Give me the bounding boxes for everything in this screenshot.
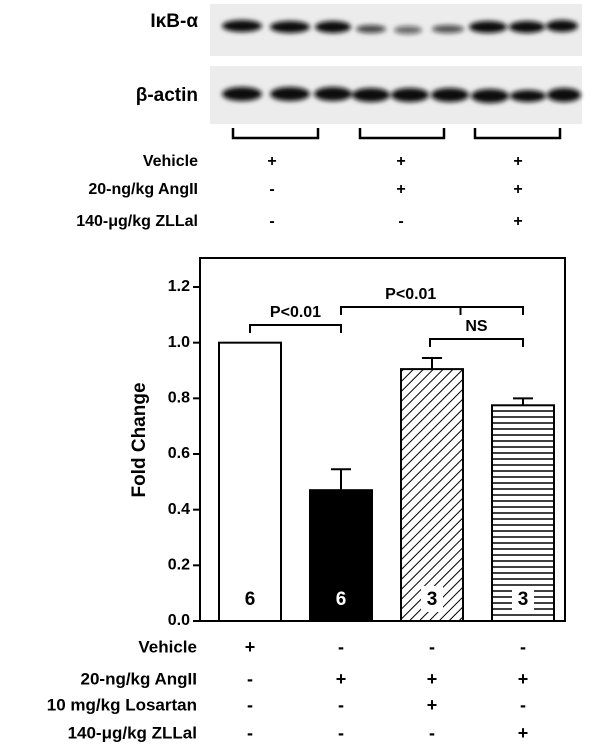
n-label-bg [512, 586, 534, 612]
bar [309, 489, 373, 622]
condition-value: - [429, 637, 435, 657]
condition-value: - [338, 695, 344, 715]
blot [210, 4, 582, 140]
n-label: 6 [336, 589, 347, 610]
condition-value: - [338, 637, 344, 657]
condition-label: Vehicle [138, 637, 197, 656]
condition-label: 20-ng/kg AngII [81, 669, 198, 688]
y-tick-label: 0.4 [168, 501, 190, 518]
condition-value: + [518, 723, 529, 743]
error-bar [331, 468, 351, 491]
y-axis-label: Fold Change [129, 382, 150, 497]
condition-value: - [269, 181, 274, 198]
y-tick-label: 1.2 [168, 278, 190, 295]
significance-bracket [429, 338, 524, 347]
condition-value: + [267, 153, 276, 170]
n-label: 6 [245, 589, 256, 610]
bar [218, 341, 282, 622]
condition-value: + [396, 181, 405, 198]
y-tick-label: 0.2 [168, 557, 190, 574]
lane-brackets [231, 128, 562, 140]
condition-label: 140-μg/kg ZLLal [76, 213, 198, 230]
condition-label: 20-ng/kg AngII [88, 181, 198, 198]
error-bar [513, 397, 533, 406]
n-label: 3 [427, 589, 438, 610]
bar [400, 368, 464, 622]
significance-label: P<0.01 [385, 286, 436, 303]
condition-value: + [396, 153, 405, 170]
condition-label: 140-μg/kg ZLLal [68, 723, 197, 742]
condition-value: - [247, 695, 253, 715]
condition-value: - [520, 637, 526, 657]
significance-label: P<0.01 [270, 304, 321, 321]
bar [491, 404, 555, 622]
condition-value: - [520, 695, 526, 715]
y-tick-label: 0.8 [168, 390, 190, 407]
blot-label: β-actin [136, 85, 198, 106]
condition-value: - [429, 723, 435, 743]
condition-value: + [427, 695, 438, 715]
condition-value: + [518, 669, 529, 689]
y-tick-label: 0.0 [168, 612, 190, 629]
bands [222, 20, 581, 103]
condition-label: Vehicle [143, 153, 198, 170]
condition-value: + [245, 637, 256, 657]
condition-value: + [427, 669, 438, 689]
significance-bracket [340, 306, 524, 315]
condition-value: - [269, 213, 274, 230]
condition-value: - [247, 669, 253, 689]
condition-value: + [513, 153, 522, 170]
y-tick-label: 1.0 [168, 334, 190, 351]
condition-value: + [336, 669, 347, 689]
plot-frame [199, 257, 566, 622]
n-label-bg [421, 586, 443, 612]
condition-value: + [513, 213, 522, 230]
error-bar [422, 356, 442, 370]
blot-label: IκB-α [150, 11, 198, 32]
condition-label: 10 mg/kg Losartan [47, 695, 197, 714]
condition-value: - [247, 723, 253, 743]
condition-value: - [398, 213, 403, 230]
y-tick-label: 0.6 [168, 445, 190, 462]
significance-bracket [249, 324, 342, 333]
significance-label: NS [465, 318, 488, 335]
condition-value: + [513, 181, 522, 198]
condition-value: - [338, 723, 344, 743]
n-label: 3 [518, 589, 529, 610]
